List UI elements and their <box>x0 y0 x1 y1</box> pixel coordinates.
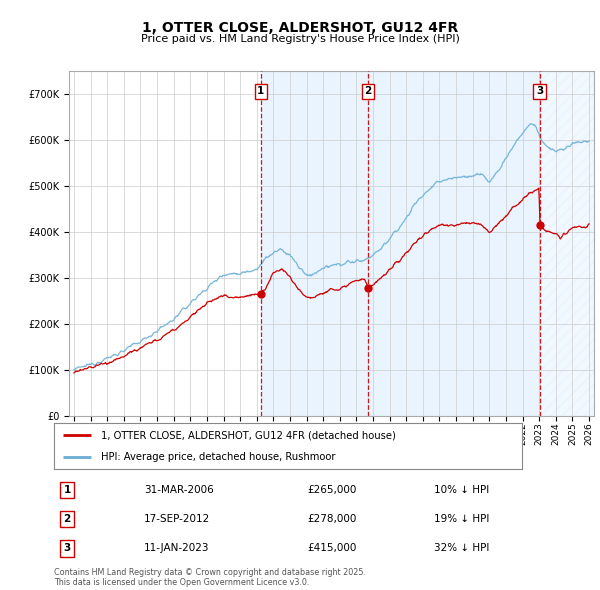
Text: 1, OTTER CLOSE, ALDERSHOT, GU12 4FR (detached house): 1, OTTER CLOSE, ALDERSHOT, GU12 4FR (det… <box>101 431 395 441</box>
Text: 1, OTTER CLOSE, ALDERSHOT, GU12 4FR: 1, OTTER CLOSE, ALDERSHOT, GU12 4FR <box>142 21 458 35</box>
Text: 11-JAN-2023: 11-JAN-2023 <box>144 543 209 553</box>
Text: 10% ↓ HPI: 10% ↓ HPI <box>434 485 490 495</box>
Text: 3: 3 <box>536 86 543 96</box>
Text: 1: 1 <box>64 485 71 495</box>
Text: 31-MAR-2006: 31-MAR-2006 <box>144 485 214 495</box>
Text: 1: 1 <box>257 86 265 96</box>
Text: 3: 3 <box>64 543 71 553</box>
Bar <box>539 71 594 416</box>
Text: Price paid vs. HM Land Registry's House Price Index (HPI): Price paid vs. HM Land Registry's House … <box>140 34 460 44</box>
Text: 2: 2 <box>365 86 372 96</box>
Text: 32% ↓ HPI: 32% ↓ HPI <box>434 543 490 553</box>
Bar <box>368 71 539 416</box>
Text: £278,000: £278,000 <box>307 514 357 524</box>
Text: £265,000: £265,000 <box>307 485 357 495</box>
Bar <box>261 71 368 416</box>
Text: HPI: Average price, detached house, Rushmoor: HPI: Average price, detached house, Rush… <box>101 451 335 461</box>
Text: 17-SEP-2012: 17-SEP-2012 <box>144 514 210 524</box>
Text: Contains HM Land Registry data © Crown copyright and database right 2025.
This d: Contains HM Land Registry data © Crown c… <box>54 568 366 587</box>
Text: 19% ↓ HPI: 19% ↓ HPI <box>434 514 490 524</box>
Text: 2: 2 <box>64 514 71 524</box>
Text: £415,000: £415,000 <box>307 543 357 553</box>
